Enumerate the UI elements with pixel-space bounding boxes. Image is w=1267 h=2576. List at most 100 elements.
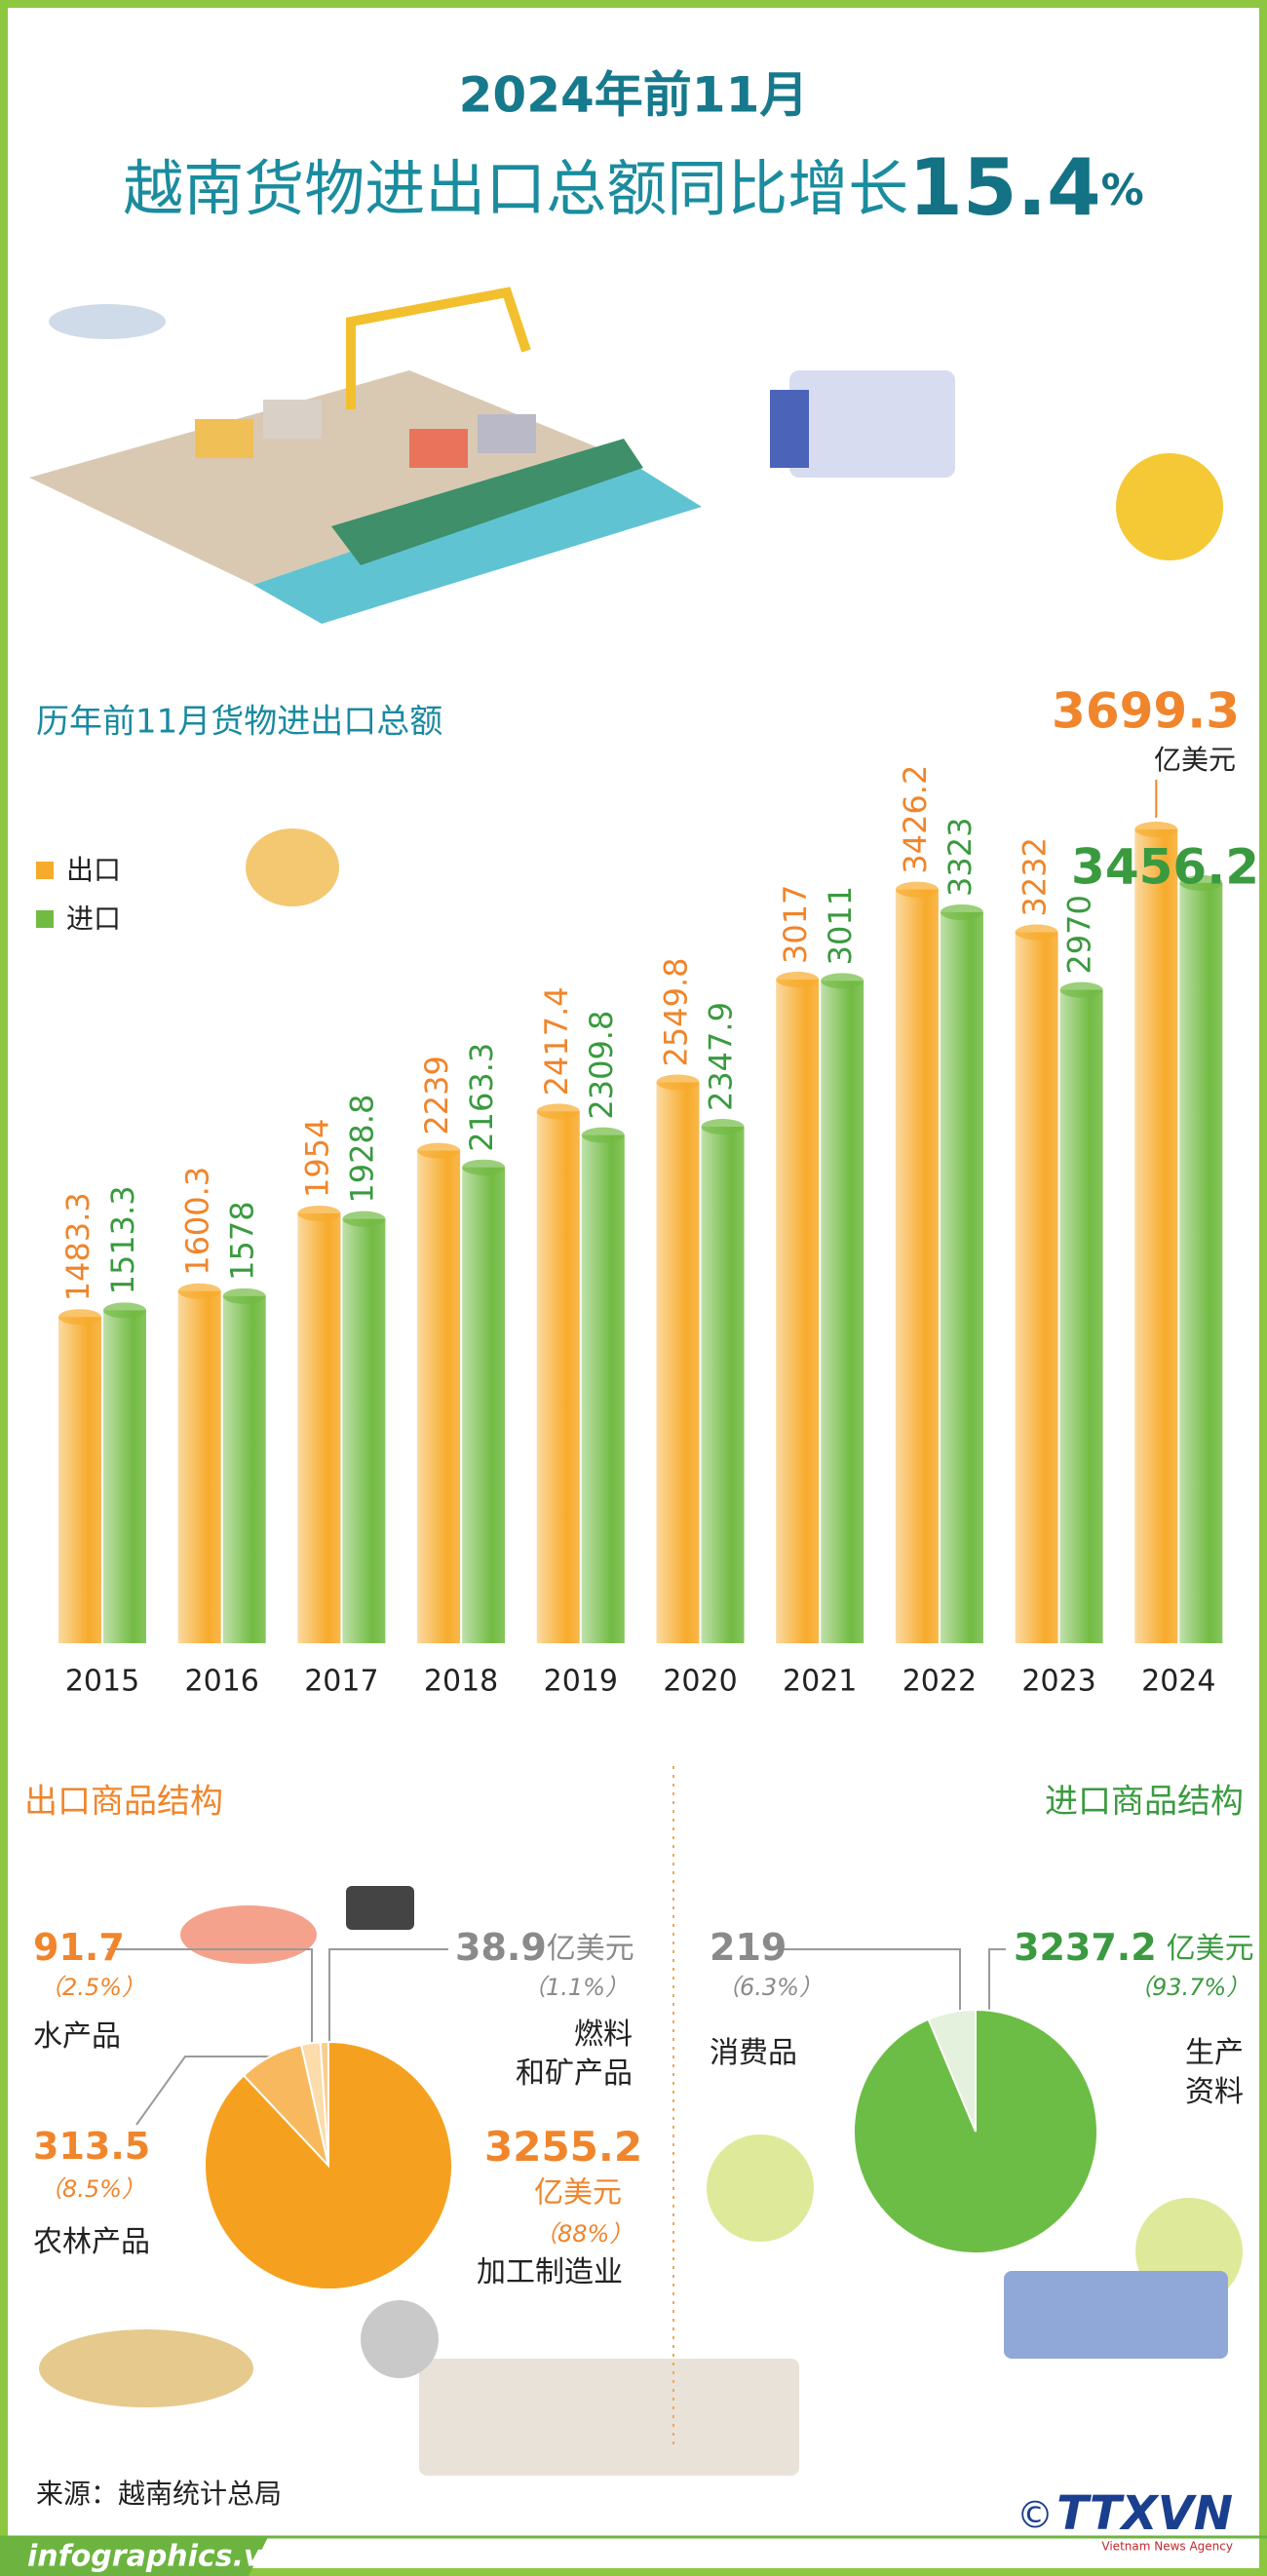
bar-cap <box>297 1205 341 1221</box>
value-label: 2163.3 <box>463 1043 500 1152</box>
title-unit: % <box>1101 166 1144 215</box>
truck <box>789 370 955 478</box>
bar <box>417 1150 461 1643</box>
share-label: （1.1%） <box>522 1974 629 2001</box>
value-label: 2347.9 <box>703 1002 740 1111</box>
site-band <box>0 2537 268 2576</box>
bar <box>776 980 820 1643</box>
bar <box>58 1317 101 1643</box>
value-label: 3011 <box>822 886 859 965</box>
bar <box>342 1218 386 1643</box>
bar-cap <box>895 881 939 898</box>
bar-cap <box>462 1159 506 1175</box>
bar <box>581 1134 625 1643</box>
bar <box>1015 932 1058 1643</box>
value-label: 2417.4 <box>538 986 575 1096</box>
bar <box>536 1111 580 1643</box>
bar <box>895 889 939 1643</box>
bar-cap <box>776 972 820 988</box>
agency-logo: TTXVN <box>1056 2486 1233 2541</box>
value-label: 1928.8 <box>343 1095 380 1204</box>
value-number: 219 <box>710 1926 787 1969</box>
value-unit: 亿美元 <box>534 2176 622 2211</box>
unit-label: 亿美元 <box>1154 744 1236 776</box>
value-label: 1578 <box>224 1201 261 1280</box>
leader-line <box>135 2056 278 2126</box>
bar-cap <box>821 973 864 989</box>
chart-title: 出口商品结构 <box>24 1783 223 1822</box>
box-icon <box>246 828 339 906</box>
bar <box>462 1167 506 1643</box>
share-label: （88%） <box>534 2220 633 2248</box>
value-label: 2309.8 <box>583 1011 620 1120</box>
bar <box>1059 989 1103 1643</box>
value-label: 313.5 <box>33 2125 150 2168</box>
container <box>478 414 536 453</box>
x-tick-label: 2016 <box>185 1665 259 1699</box>
bar-cap <box>177 1283 221 1299</box>
legend-label: 进口 <box>66 903 121 935</box>
bar <box>1134 829 1178 1643</box>
legend-label: 出口 <box>66 854 121 886</box>
value-label: 3426.2 <box>897 765 934 874</box>
title-line1: 2024年前11月 <box>459 67 809 124</box>
pie-slice <box>853 2008 1099 2254</box>
value-label: 38.9亿美元 <box>455 1926 634 1969</box>
value-label: 3232 <box>1017 837 1054 916</box>
bar <box>103 1310 146 1643</box>
x-tick-label: 2018 <box>424 1665 498 1699</box>
bar-cap <box>1059 981 1103 998</box>
value-label: 1513.3 <box>104 1185 141 1294</box>
share-label: （6.3%） <box>716 1974 823 2001</box>
x-tick-label: 2020 <box>663 1665 737 1699</box>
x-tick-label: 2024 <box>1141 1665 1215 1699</box>
truck-cab <box>770 390 809 468</box>
agency-en: Vietnam News Agency <box>1101 2540 1233 2554</box>
bar <box>821 980 864 1643</box>
bar-cap <box>656 1074 700 1091</box>
value-label: 2239 <box>418 1056 455 1134</box>
bar <box>222 1295 266 1643</box>
title-line2: 越南货物进出口总额同比增长15.4% <box>123 142 1144 233</box>
value-label: 2549.8 <box>658 957 695 1066</box>
x-tick-label: 2017 <box>304 1665 378 1699</box>
x-tick-label: 2022 <box>902 1665 977 1699</box>
value-label: 91.7 <box>33 1926 125 1969</box>
water <box>253 458 702 624</box>
bar-cap <box>701 1119 745 1135</box>
bar <box>940 911 983 1643</box>
bar-cap <box>58 1309 101 1326</box>
bar-cap <box>1179 874 1223 891</box>
bar <box>177 1290 221 1643</box>
bar-cap <box>940 904 983 920</box>
value-label: 3456.2 <box>1071 839 1259 896</box>
value-label: 3237.2 亿美元 <box>1014 1926 1254 1969</box>
value-number: 38.9 <box>455 1926 547 1969</box>
gear-icon <box>361 2300 439 2378</box>
source: 来源：越南统计总局 <box>36 2478 282 2510</box>
share-label: （93.7%） <box>1129 1974 1249 2001</box>
illustration <box>29 287 1243 2476</box>
crane <box>346 287 531 409</box>
title-text: 越南货物进出口总额同比增长 <box>123 153 908 224</box>
container <box>263 400 322 439</box>
value-label: 2970 <box>1061 895 1098 974</box>
bar-cap <box>342 1211 386 1227</box>
copyright: © <box>1017 2494 1054 2537</box>
coin <box>1116 453 1223 560</box>
container <box>195 419 253 458</box>
leader-line <box>780 1948 961 2012</box>
coal-icon <box>346 1886 414 1930</box>
leader-line <box>107 1948 313 2045</box>
share-label: （2.5%） <box>39 1974 145 2001</box>
chart-title: 进口商品结构 <box>1045 1783 1244 1822</box>
site: infographics.vn <box>27 2540 284 2574</box>
bar <box>1179 882 1223 1643</box>
value-unit: 亿美元 <box>1167 1932 1254 1966</box>
value-label: 3017 <box>777 885 814 964</box>
x-tick-label: 2015 <box>65 1665 139 1699</box>
value-label: 1600.3 <box>179 1167 216 1276</box>
legend-swatch <box>36 862 54 879</box>
